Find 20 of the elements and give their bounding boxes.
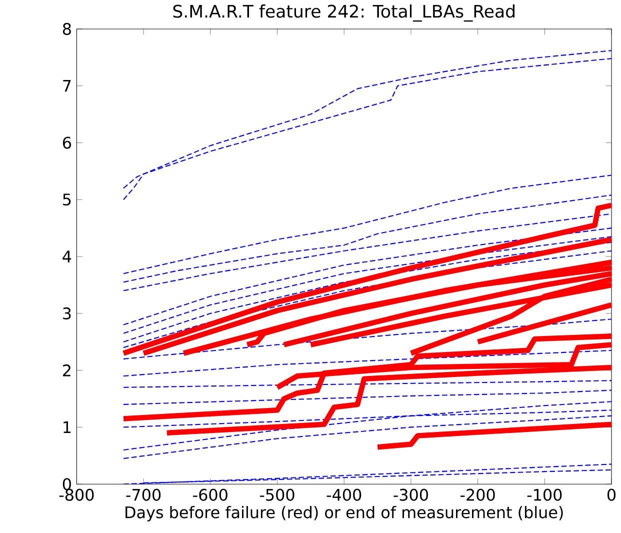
x-tick-label: -300: [394, 488, 428, 501]
x-tick-label: -600: [193, 488, 228, 501]
y-tick-label: 4: [62, 250, 72, 262]
y-tick-label: 7: [63, 80, 71, 92]
y-tick-label: 3: [63, 307, 71, 320]
chart-title: S.M.A.R.T feature 242: Total_LBAs_Read: [173, 4, 514, 22]
x-axis-title: Days before failure (red) or end of measurement (blue): [126, 506, 563, 522]
y-tick-label: 0: [62, 478, 71, 490]
x-tick-label: -100: [527, 488, 562, 501]
x-tick-label: -400: [326, 488, 362, 501]
x-tick-label: 0: [607, 488, 616, 501]
x-tick-label: -800: [59, 488, 94, 501]
y-tick-label: 5: [63, 194, 71, 206]
x-tick-label: -200: [460, 488, 495, 501]
y-tick-label: 8: [62, 22, 71, 36]
y-tick-label: 1: [64, 421, 71, 434]
y-tick-label: 6: [62, 136, 72, 149]
y-tick-label: 2: [63, 364, 70, 376]
x-tick-label: -700: [126, 488, 161, 501]
x-tick-label: -500: [260, 488, 294, 501]
